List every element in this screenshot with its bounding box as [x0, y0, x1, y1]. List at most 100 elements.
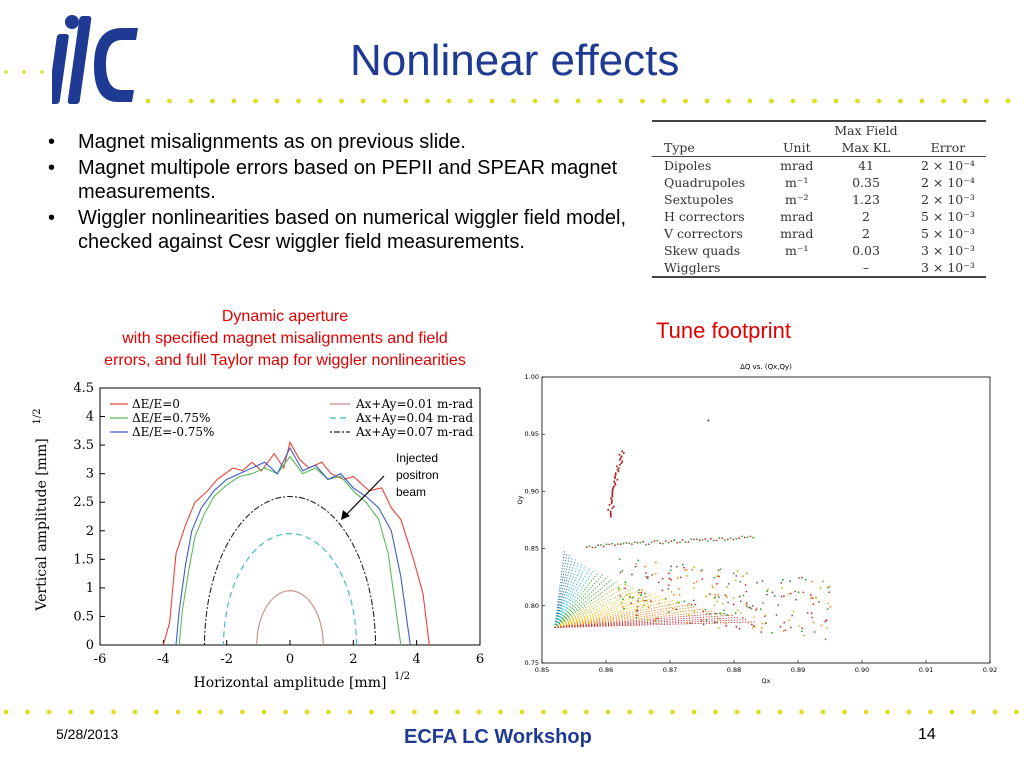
decor-dot	[562, 709, 568, 715]
tune-point	[675, 608, 678, 611]
tune-point	[826, 608, 829, 610]
decor-dot	[691, 709, 697, 715]
tune-point	[811, 597, 814, 599]
decor-dot	[575, 98, 581, 104]
y-axis-label: Qy	[516, 495, 524, 504]
tune-point	[773, 595, 776, 597]
annotation-arrowhead	[341, 510, 350, 520]
tune-point	[618, 558, 621, 561]
tune-point	[654, 572, 657, 575]
table-cell: Sextupoles	[664, 192, 734, 207]
tune-point	[727, 601, 729, 604]
tune-point	[824, 638, 827, 641]
tune-point	[827, 602, 829, 605]
tune-point	[725, 596, 728, 599]
tune-point	[640, 591, 643, 594]
tune-point	[618, 458, 621, 461]
tune-point	[787, 593, 790, 596]
decor-dot	[476, 709, 482, 715]
tune-point	[588, 545, 591, 548]
tune-point	[761, 602, 764, 604]
tune-point	[738, 627, 741, 630]
decor-dot	[231, 98, 237, 104]
tune-point	[609, 512, 612, 515]
tune-point	[619, 571, 622, 574]
tune-point	[700, 570, 702, 573]
table-cell: –	[862, 260, 870, 275]
tune-point	[794, 590, 796, 593]
tune-point	[713, 576, 716, 579]
tune-point	[759, 608, 762, 611]
table-cell: mrad	[780, 158, 814, 173]
tune-point	[642, 599, 645, 602]
tune-point	[692, 599, 695, 602]
tune-point	[745, 572, 748, 575]
tune-point	[810, 580, 813, 583]
tune-point	[692, 586, 695, 589]
decor-dot	[68, 709, 73, 715]
tune-point	[617, 470, 620, 473]
decor-dot	[971, 709, 976, 715]
tune-point	[810, 597, 812, 600]
footer-title: ECFA LC Workshop	[404, 726, 592, 748]
tune-point	[824, 620, 827, 623]
tune-point	[611, 488, 614, 491]
tune-point	[656, 617, 659, 620]
tune-point	[828, 591, 830, 594]
tune-point	[725, 624, 728, 627]
table-row: Quadrupoles m⁻¹ 0.35 2 × 10⁻⁴	[652, 174, 986, 191]
decor-dot	[197, 709, 202, 715]
tune-point	[683, 600, 686, 603]
tune-point	[726, 538, 729, 541]
tune-point	[784, 629, 787, 632]
tune-point	[594, 546, 597, 549]
table-row: Dipoles mrad 41 2 × 10⁻⁴	[652, 156, 986, 175]
tune-point	[618, 463, 621, 466]
tune-point	[673, 539, 676, 541]
decor-dot	[554, 98, 559, 104]
tune-point	[609, 510, 612, 513]
tune-point	[644, 592, 646, 595]
tune-point	[779, 625, 782, 628]
tune-point	[789, 592, 792, 595]
tune-point	[749, 535, 752, 538]
header-dots	[4, 70, 1011, 104]
tune-point	[720, 613, 723, 616]
tune-point	[801, 627, 804, 630]
tune-point	[764, 614, 767, 617]
footprint-line	[554, 587, 635, 628]
footer-date: 5/28/2013	[56, 726, 119, 742]
tune-point	[611, 495, 614, 498]
table-cell: Wigglers	[664, 260, 721, 275]
decor-dot	[756, 709, 761, 715]
tune-point	[740, 611, 742, 614]
tune-point	[620, 462, 623, 465]
tune-point	[628, 592, 631, 595]
tune-point	[614, 473, 617, 476]
tune-point	[751, 605, 754, 607]
decor-dot	[863, 709, 869, 715]
x-tick-label: 2	[349, 652, 357, 667]
tune-point	[689, 622, 692, 625]
ilc-logo	[52, 15, 138, 104]
tune-point	[732, 603, 735, 606]
y-tick-label: 2.5	[73, 495, 94, 510]
tune-point	[813, 631, 816, 633]
tune-point	[637, 591, 640, 594]
tune-point	[637, 597, 640, 600]
tune-point	[746, 536, 749, 539]
decor-dot	[648, 709, 654, 715]
legend-label: ΔE/E=0	[132, 397, 180, 411]
tune-point	[724, 594, 727, 597]
bullet-item: Magnet multipole errors based on PEPII a…	[44, 156, 644, 204]
tune-point	[775, 614, 778, 617]
tune-point	[766, 593, 768, 596]
table-cell: m⁻¹	[785, 243, 809, 258]
tune-point	[667, 584, 670, 587]
tune-footprint-title: Tune footprint	[656, 318, 791, 343]
decor-dot	[790, 98, 796, 104]
tune-point	[685, 575, 688, 577]
bullet-item: Wiggler nonlinearities based on numerica…	[44, 206, 644, 254]
y-tick-label: 0	[86, 638, 94, 653]
tune-point	[634, 565, 637, 568]
